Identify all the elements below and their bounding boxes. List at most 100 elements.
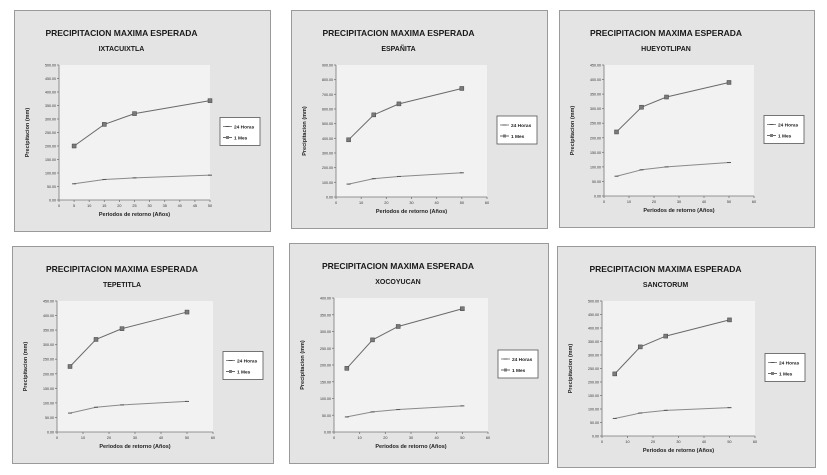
y-tick-label: 350.00 (43, 329, 54, 333)
x-tick-label: 40 (178, 204, 182, 208)
data-point (370, 337, 375, 343)
x-axis-label: Periodos de retorno (Años) (99, 444, 170, 450)
plot-area (57, 301, 213, 432)
chart-svg: PRECIPITACION MAXIMA ESPERADA HUEYOTLIPAN… (570, 28, 805, 214)
y-tick-label: 300.00 (43, 343, 54, 347)
y-tick-label: 350.00 (45, 104, 56, 108)
y-axis-label: Precipitacion (mm) (300, 340, 306, 390)
legend-label: 24 Horas (237, 358, 258, 364)
y-tick-label: 300.00 (45, 118, 56, 122)
legend (222, 351, 264, 380)
legend-label: 24 Horas (234, 124, 255, 130)
legend-label: 1 Mes (237, 369, 251, 375)
x-axis-label: Periodos de retorno (Años) (643, 448, 714, 454)
y-tick-label: 0.00 (326, 196, 333, 200)
y-tick-label: 50.00 (322, 414, 331, 418)
data-point (132, 111, 137, 116)
legend-label: 1 Mes (779, 371, 793, 377)
x-tick-label: 50 (185, 436, 189, 440)
y-tick-label: 250.00 (43, 358, 54, 362)
chart-subtitle: HUEYOTLIPAN (641, 46, 691, 53)
y-tick-label: 150.00 (45, 158, 56, 162)
y-tick-label: 400.00 (43, 314, 54, 318)
data-point (663, 333, 668, 339)
y-tick-label: 150.00 (320, 380, 331, 384)
chart-svg: PRECIPITACION MAXIMA ESPERADA ESPAÑITA 0.0… (302, 28, 538, 215)
x-axis-label: Periodos de retorno (Años) (376, 209, 447, 215)
chart-panel-sanctorum: PRECIPITACION MAXIMA ESPERADA SANCTORUM 0.… (557, 246, 816, 468)
legend-marker (771, 372, 774, 375)
y-tick-label: 400.00 (588, 327, 599, 331)
data-point (207, 98, 213, 103)
data-point (460, 306, 465, 311)
x-tick-label: 0 (333, 436, 335, 440)
chart-panel-ixtacuixtla: PRECIPITACION MAXIMA ESPERADA IXTACUIXTLA… (14, 10, 271, 232)
y-tick-label: 0.00 (592, 435, 599, 439)
series-line (346, 308, 463, 369)
series-line (69, 400, 188, 414)
y-tick-label: 350.00 (320, 313, 331, 317)
x-tick-label: 50 (727, 200, 731, 204)
y-tick-label: 50.00 (590, 421, 599, 425)
data-point (727, 317, 732, 323)
y-tick-label: 100.00 (43, 401, 54, 405)
x-tick-label: 20 (652, 200, 656, 204)
y-tick-label: 450.00 (588, 313, 599, 317)
chart-subtitle: ESPAÑITA (381, 44, 415, 53)
y-tick-label: 100.00 (320, 397, 331, 401)
y-tick-label: 50.00 (47, 185, 56, 189)
legend-label: 1 Mes (512, 368, 526, 374)
x-tick-label: 40 (702, 440, 706, 444)
x-tick-label: 60 (753, 440, 757, 444)
y-tick-label: 150.00 (590, 151, 601, 155)
x-tick-label: 0 (601, 440, 603, 444)
y-axis-label: Precipitacion (mm) (23, 342, 29, 392)
y-tick-label: 450.00 (45, 77, 56, 81)
chart-panel-tepetitla: PRECIPITACION MAXIMA ESPERADA TEPETITLA 0.… (12, 246, 274, 464)
series-line (348, 87, 462, 141)
plot-area (336, 65, 487, 197)
chart-title: PRECIPITACION MAXIMA ESPERADA (45, 28, 197, 38)
x-axis-label: Periodos de retorno (Años) (375, 444, 446, 450)
series-line (616, 162, 730, 177)
y-tick-label: 100.00 (322, 181, 333, 185)
x-tick-label: 10 (81, 436, 85, 440)
legend (763, 115, 805, 144)
x-tick-label: 30 (677, 200, 681, 204)
x-tick-label: 30 (676, 440, 680, 444)
y-tick-label: 600.00 (322, 108, 333, 112)
data-point (344, 366, 350, 371)
y-axis-label: Precipitacion (mm) (25, 108, 31, 158)
legend-marker (503, 134, 506, 138)
y-tick-label: 150.00 (588, 394, 599, 398)
chart-svg: PRECIPITACION MAXIMA ESPERADA SANCTORUM 0.… (568, 264, 806, 454)
plot-area (602, 301, 755, 436)
legend (497, 349, 539, 379)
x-tick-label: 50 (460, 201, 464, 205)
y-tick-label: 700.00 (322, 93, 333, 97)
y-tick-label: 50.00 (45, 416, 54, 420)
x-tick-label: 60 (486, 436, 490, 440)
series-line (74, 174, 211, 185)
x-tick-label: 10 (87, 204, 91, 208)
chart-svg: PRECIPITACION MAXIMA ESPERADA IXTACUIXTLA… (25, 28, 261, 218)
series-line (69, 311, 188, 367)
x-tick-label: 35 (163, 204, 167, 208)
x-tick-label: 45 (193, 204, 197, 208)
x-tick-label: 0 (58, 204, 60, 208)
y-axis-label: Precipitacion (mm) (568, 344, 574, 394)
x-tick-label: 10 (358, 436, 362, 440)
data-point (726, 80, 732, 85)
legend-marker (504, 368, 507, 372)
y-tick-label: 150.00 (43, 387, 54, 391)
y-tick-label: 350.00 (590, 93, 601, 97)
y-tick-label: 200.00 (45, 145, 56, 149)
x-tick-label: 0 (603, 200, 605, 204)
x-tick-label: 15 (102, 204, 106, 208)
y-tick-label: 500.00 (322, 122, 333, 126)
x-tick-label: 60 (485, 201, 489, 205)
legend (496, 115, 538, 145)
y-tick-label: 400.00 (45, 91, 56, 95)
y-tick-label: 100.00 (588, 408, 599, 412)
y-tick-label: 200.00 (588, 381, 599, 385)
